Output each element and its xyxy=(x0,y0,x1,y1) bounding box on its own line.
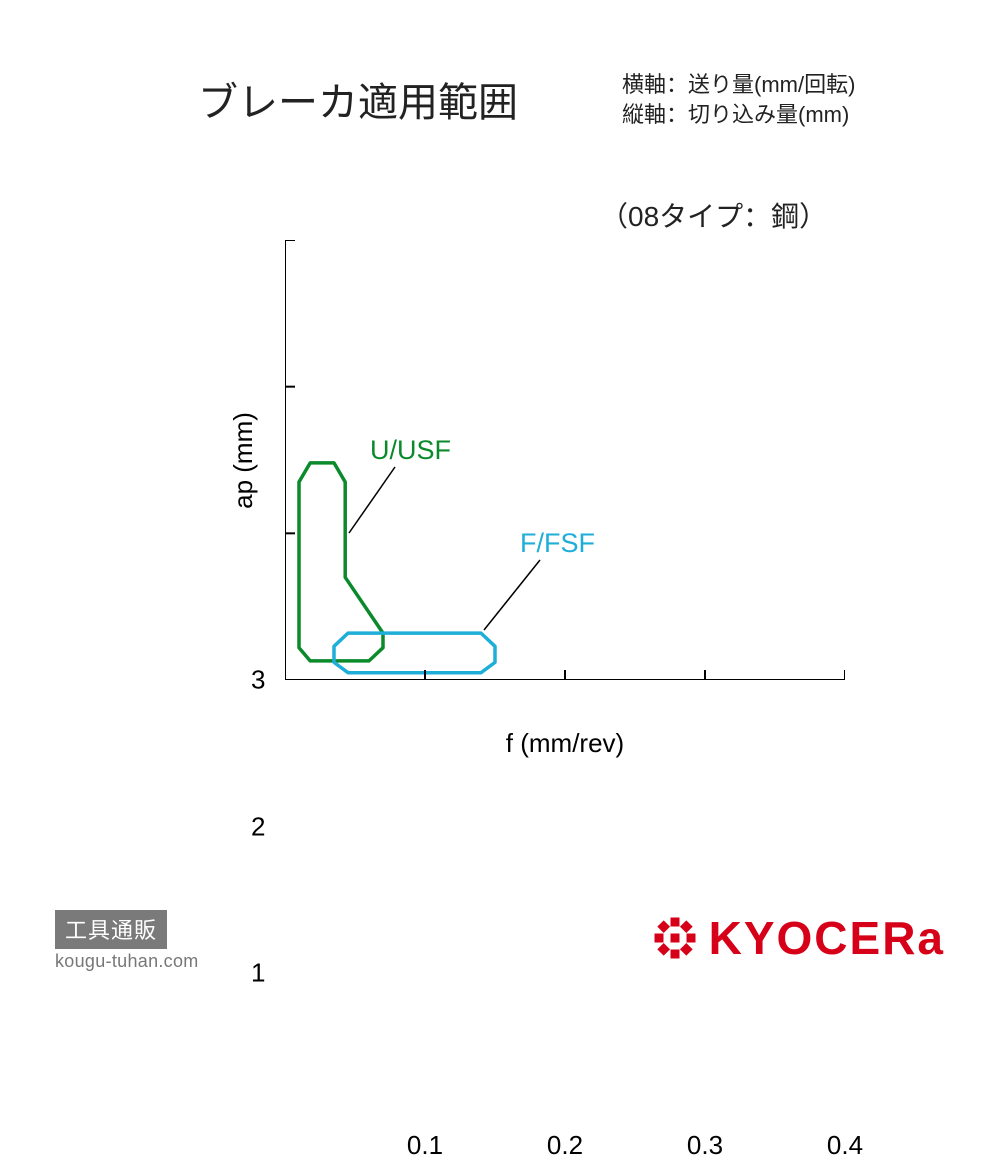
source-badge: 工具通販 kougu-tuhan.com xyxy=(55,910,199,972)
x-tick: 0.1 xyxy=(407,1130,443,1161)
axis-description: 横軸：送り量(mm/回転) 縦軸：切り込み量(mm) xyxy=(622,70,855,129)
region-label-u-usf: U/USF xyxy=(370,435,451,466)
y-tick: 2 xyxy=(251,811,265,842)
logo-text: KYOCERa xyxy=(709,911,945,965)
logo-icon xyxy=(649,912,701,964)
chart-area: 0.10.20.30.4 123 f (mm/rev) ap (mm) xyxy=(285,240,845,680)
x-tick: 0.4 xyxy=(827,1130,863,1161)
x-tick: 0.2 xyxy=(547,1130,583,1161)
region-label-f-fsf: F/FSF xyxy=(520,528,595,559)
x-axis-label: f (mm/rev) xyxy=(506,728,624,759)
badge-text: 工具通販 xyxy=(55,910,167,949)
y-tick: 3 xyxy=(251,665,265,696)
chart-subtitle: （08タイプ：鋼） xyxy=(600,195,827,235)
domain-text: kougu-tuhan.com xyxy=(55,951,199,972)
chart-title: ブレーカ適用範囲 xyxy=(198,70,518,128)
chart-svg xyxy=(285,240,845,680)
brand-logo: KYOCERa xyxy=(649,911,945,965)
axis-desc-x: 横軸：送り量(mm/回転) xyxy=(622,70,855,100)
y-tick: 1 xyxy=(251,958,265,989)
axis-desc-y: 縦軸：切り込み量(mm) xyxy=(622,100,855,130)
x-tick: 0.3 xyxy=(687,1130,723,1161)
y-axis-label: ap (mm) xyxy=(228,412,259,509)
